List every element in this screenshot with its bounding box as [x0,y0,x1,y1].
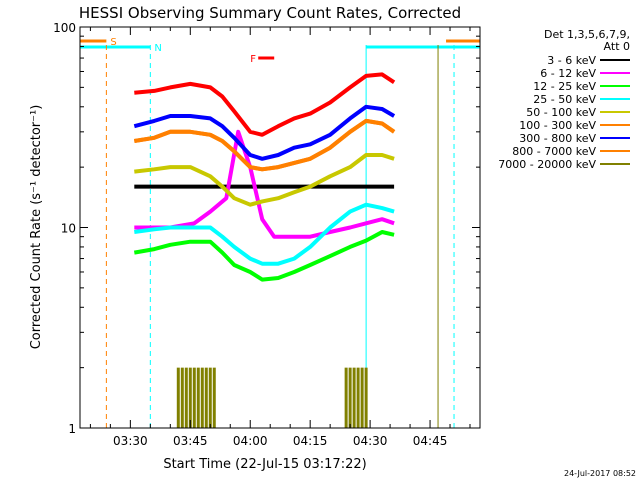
legend-label-2: 12 - 25 keV [533,80,596,93]
legend-label-3: 25 - 50 keV [533,93,596,106]
flag-layer: S N F [80,37,480,65]
series-line-6 [134,72,396,137]
x-tick-label-3: 04:15 [293,434,328,448]
flag-label-F: F [250,54,256,65]
y-tick-label-1: 10 [61,222,76,236]
chart-title: HESSI Observing Summary Count Rates, Cor… [79,4,461,22]
y-tick-label-2: 100 [53,21,76,35]
x-tick-label-0: 03:30 [113,434,148,448]
y-axis-label: Corrected Count Rate (s⁻¹ detector⁻¹) [29,105,44,350]
legend-label-7: 800 - 7000 keV [512,145,596,158]
legend-label-4: 50 - 100 keV [526,106,596,119]
series-line-7 [133,118,396,172]
x-tick-label-1: 03:45 [173,434,208,448]
flag-label-N: N [154,43,161,54]
legend-label-1: 6 - 12 keV [540,67,596,80]
legend-header-line2: Att 0 [604,40,630,53]
legend-header-line1: Det 1,3,5,6,7,9, [544,28,630,41]
series-layer [133,72,396,428]
series-line-2 [133,230,395,282]
flag-label-S: S [110,37,116,48]
y-tick-label-0: 1 [68,422,76,436]
legend-label-0: 3 - 6 keV [547,54,596,67]
legend-label-8: 7000 - 20000 keV [498,158,596,171]
axis-layer: 03:30 03:45 04:00 04:15 04:30 04:45 1 10 100 [53,21,481,448]
x-axis-label: Start Time (22-Jul-15 03:17:22) [163,457,366,472]
series-line-5 [133,104,396,161]
series-line-1 [134,129,395,239]
legend-label-6: 300 - 800 keV [519,132,596,145]
series-line-3 [134,202,395,266]
x-tick-label-5: 04:45 [413,434,448,448]
x-tick-label-4: 04:30 [353,434,388,448]
legend-label-5: 100 - 300 keV [519,119,596,132]
footer-timestamp: 24-Jul-2017 08:52 [564,469,636,478]
series-line-8 [134,153,395,207]
x-tick-label-2: 04:00 [233,434,268,448]
